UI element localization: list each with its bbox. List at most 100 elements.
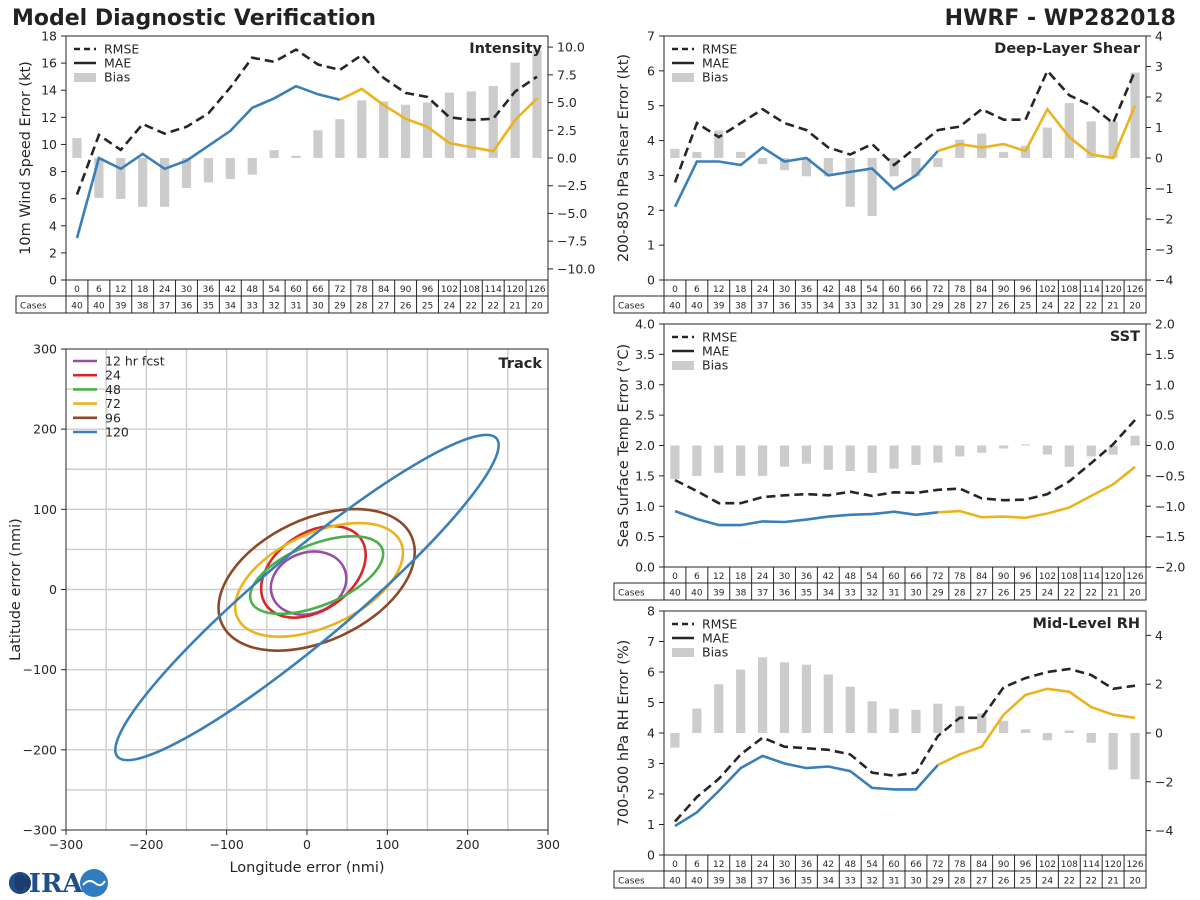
- shear-rmse-line: [673, 68, 1137, 183]
- shear-case-count: 36: [779, 302, 791, 312]
- rh-tau-label: 0: [672, 860, 678, 870]
- track-xlabel: Longitude error (nmi): [229, 860, 384, 876]
- rh-bias-bar: [955, 706, 965, 733]
- sst-case-count: 30: [910, 589, 922, 599]
- intensity-bias-bar: [116, 158, 126, 200]
- shear-case-count: 28: [954, 302, 966, 312]
- shear-bias-bar: [867, 158, 877, 216]
- shear-bias-bar: [801, 158, 812, 177]
- shear-title: Deep-Layer Shear: [994, 41, 1141, 57]
- sst-ytick-label: 1.5: [635, 468, 655, 483]
- intensity-case-count: 26: [400, 302, 412, 312]
- intensity-tau-label: 6: [96, 285, 102, 295]
- rh-bias-bar: [823, 674, 833, 733]
- sst-y2tick-label: 2.0: [1155, 317, 1175, 332]
- intensity-ytick-label: 16: [41, 56, 57, 71]
- shear-tau-label: 60: [888, 285, 900, 295]
- shear-cases-label-cell: [613, 295, 665, 314]
- sst-case-count: 29: [932, 589, 944, 599]
- shear-y2tick-label: 3: [1155, 59, 1163, 74]
- shear-bias-bar: [779, 158, 790, 171]
- intensity-mae-line-late: [339, 87, 538, 153]
- rh-tau-label: 18: [735, 860, 747, 870]
- intensity-tau-label: 18: [137, 285, 149, 295]
- intensity-legend-mae-label: MAE: [104, 56, 131, 71]
- rh-case-count: 36: [779, 877, 791, 887]
- sst-bias-bar: [823, 445, 833, 470]
- sst-case-count: 38: [735, 589, 747, 599]
- rh-y2tick-label: 0: [1155, 726, 1163, 741]
- rh-title: Mid-Level RH: [1033, 616, 1140, 632]
- rh-case-count: 32: [866, 877, 877, 887]
- rh-case-count: 25: [1020, 877, 1031, 887]
- sst-tau-label: 66: [910, 572, 922, 582]
- rh-tau-label: 114: [1083, 860, 1100, 870]
- track-legend-label: 72: [105, 396, 121, 411]
- rh-bias-bar: [933, 703, 943, 733]
- shear-mae-line-late: [937, 105, 1137, 160]
- rh-tau-label: 96: [1020, 860, 1032, 870]
- sst-case-count: 34: [823, 589, 835, 599]
- shear-mae-line-early: [673, 145, 939, 208]
- shear-bias-bar: [889, 158, 899, 177]
- rh-case-count: 38: [735, 877, 747, 887]
- sst-tau-label: 78: [954, 572, 966, 582]
- rh-legend-bias-swatch: [672, 648, 694, 657]
- rh-case-count: 40: [691, 877, 703, 887]
- intensity-tau-label: 36: [203, 285, 215, 295]
- rh-ytick-label: 1: [647, 817, 655, 832]
- sst-bias-bar: [757, 445, 768, 476]
- intensity-tau-label: 0: [74, 285, 80, 295]
- intensity-bias-bar: [444, 92, 455, 158]
- shear-bias-bar: [670, 148, 680, 158]
- rh-case-count: 22: [1064, 877, 1075, 887]
- intensity-bias-bar: [225, 158, 235, 180]
- cira-logo: CIRA: [8, 869, 108, 898]
- rh-tau-label: 120: [1105, 860, 1122, 870]
- intensity-y2tick-label: 7.5: [557, 67, 577, 82]
- sst-bias-bar: [670, 445, 680, 479]
- rh-tau-label: 48: [845, 860, 857, 870]
- rh-mae-line-late: [937, 687, 1136, 767]
- shear-bias-bar: [736, 151, 746, 158]
- sst-ytick-label: 1.0: [635, 499, 655, 514]
- intensity-case-count: 32: [268, 302, 279, 312]
- rh-cases-label: Cases: [618, 877, 645, 887]
- shear-y2tick-label: −2: [1155, 212, 1173, 227]
- intensity-cases-label-cell: [15, 295, 67, 314]
- rh-legend-rmse-label: RMSE: [702, 617, 737, 632]
- sst-tau-label: 48: [845, 572, 857, 582]
- rh-case-count: 21: [1107, 877, 1118, 887]
- rh-bias-bar: [736, 669, 746, 733]
- intensity-bias-bar: [181, 158, 192, 188]
- rh-bias-bar: [845, 686, 855, 733]
- track-legend-label: 24: [105, 368, 121, 383]
- rh-case-count: 29: [932, 877, 944, 887]
- sst-case-count: 40: [691, 589, 703, 599]
- rh-bias-bar: [889, 708, 899, 733]
- shear-case-count: 37: [757, 302, 768, 312]
- intensity-ytick-label: 18: [41, 29, 57, 44]
- sst-bias-bar: [714, 445, 724, 473]
- rh-bias-bar: [1020, 729, 1031, 733]
- intensity-y2tick-label: 0.0: [557, 151, 577, 166]
- shear-bias-bar: [955, 139, 965, 158]
- intensity-ylabel: 10m Wind Speed Error (kt): [18, 61, 34, 255]
- intensity-ytick-label: 4: [49, 218, 57, 233]
- intensity-y2tick-label: 10.0: [557, 40, 585, 55]
- sst-bias-bar: [889, 445, 899, 469]
- rh-cases-label-cell: [613, 870, 665, 889]
- shear-case-count: 40: [691, 302, 703, 312]
- intensity-tau-label: 66: [312, 285, 324, 295]
- shear-bias-bar: [933, 158, 943, 168]
- sst-tau-label: 60: [888, 572, 900, 582]
- sst-tau-label: 18: [735, 572, 747, 582]
- rh-y2tick-label: 2: [1155, 677, 1163, 692]
- rh-bias-bar: [670, 733, 680, 748]
- rh-ytick-label: 2: [647, 787, 655, 802]
- sst-case-count: 40: [669, 589, 681, 599]
- rh-case-count: 28: [954, 877, 966, 887]
- sst-ytick-label: 3.5: [635, 347, 655, 362]
- shear-ytick-label: 4: [647, 133, 655, 148]
- rh-ytick-label: 4: [647, 726, 655, 741]
